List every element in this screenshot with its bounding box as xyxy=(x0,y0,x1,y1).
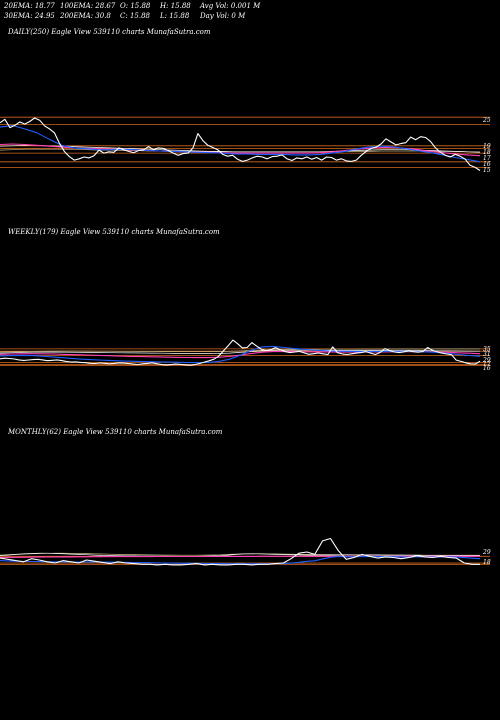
monthly-tick-label-1: 18 xyxy=(483,559,491,566)
header-avg-vol: Avg Vol: 0.001 M xyxy=(200,2,261,10)
weekly-tick-label-3: 17 xyxy=(483,361,491,368)
monthly-ema30-line xyxy=(0,555,480,559)
monthly-tick-label-0: 29 xyxy=(482,549,491,556)
daily-tick-label-5: 15 xyxy=(483,167,491,174)
weekly-panel-title: WEEKLY(179) Eagle View 539110 charts Mun… xyxy=(8,228,220,236)
weekly-tick-label-1: 31 xyxy=(483,351,491,358)
daily-tick-label-3: 17 xyxy=(483,155,491,162)
weekly-ema20-line xyxy=(0,345,481,364)
daily-panel-title: DAILY(250) Eagle View 539110 charts Muna… xyxy=(8,28,211,36)
header-20ema: 20EMA: 18.77 xyxy=(4,2,55,10)
daily-ema20-line xyxy=(0,124,481,163)
daily-price-line xyxy=(0,117,481,171)
monthly-ema100-line xyxy=(0,552,480,557)
weekly-tick-label-4: 16 xyxy=(483,365,491,372)
monthly-panel-title: MONTHLY(62) Eagle View 539110 charts Mun… xyxy=(8,428,223,436)
header-high: H: 15.88 xyxy=(160,2,191,10)
daily-ema100-line xyxy=(0,144,481,153)
header-open: O: 15.88 xyxy=(120,2,151,10)
weekly-ema100-line xyxy=(0,349,481,354)
weekly-price-line xyxy=(0,339,481,366)
monthly-price-line xyxy=(0,537,480,566)
daily-tick-label-4: 16 xyxy=(483,161,491,168)
daily-tick-label-2: 18 xyxy=(483,149,491,156)
daily-tick-label-0: 25 xyxy=(482,117,491,124)
weekly-ema200-line xyxy=(0,348,480,353)
header-day-vol: Day Vol: 0 M xyxy=(200,12,246,20)
header-200ema: 200EMA: 30.8 xyxy=(60,12,111,20)
weekly-tick-label-2: 29 xyxy=(482,357,491,364)
header-low: L: 15.88 xyxy=(160,12,190,20)
header-close: C: 15.88 xyxy=(120,12,150,20)
header-100ema: 100EMA: 28.67 xyxy=(60,2,116,10)
header-30ema: 30EMA: 24.95 xyxy=(4,12,55,20)
weekly-tick-label-0: 35 xyxy=(483,346,491,353)
daily-tick-label-1: 19 xyxy=(483,143,491,150)
